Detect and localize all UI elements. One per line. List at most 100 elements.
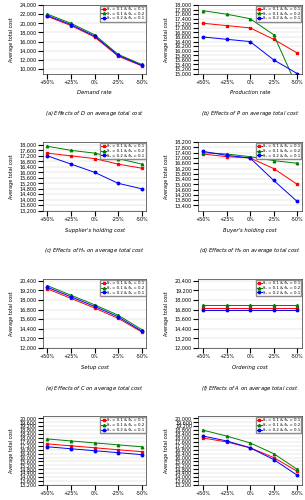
δ₁ = 0.1 & δ₂ = 0.1 xyxy=(248,445,252,451)
δ₁ = 0.1 & δ₂ = 0.1 xyxy=(296,182,299,188)
δ₁ = 0.1 & δ₂ = 0.2 xyxy=(140,62,144,68)
Legend: δ₁ = 0.1 & δ₂ = 0.1, δ₁ = 0.1 & δ₂ = 0.2, δ₁ = 0.2 & δ₂ = 0.1: δ₁ = 0.1 & δ₂ = 0.1, δ₁ = 0.1 & δ₂ = 0.2… xyxy=(256,280,301,296)
δ₁ = 0.2 & δ₂ = 0.1 xyxy=(248,445,252,451)
Text: (e) Effects of $C$ on average total cost: (e) Effects of $C$ on average total cost xyxy=(45,384,144,392)
Text: (f) Effects of $A$ on average total cost: (f) Effects of $A$ on average total cost xyxy=(202,384,299,392)
X-axis label: Demand rate: Demand rate xyxy=(77,90,112,96)
Line: δ₁ = 0.1 & δ₂ = 0.1: δ₁ = 0.1 & δ₂ = 0.1 xyxy=(46,152,143,170)
δ₁ = 0.2 & δ₂ = 0.1 xyxy=(225,306,228,312)
Y-axis label: Average total cost: Average total cost xyxy=(164,154,169,199)
δ₁ = 0.1 & δ₂ = 0.1 xyxy=(140,448,144,454)
δ₁ = 0.2 & δ₂ = 0.1 xyxy=(296,70,299,76)
δ₁ = 0.2 & δ₂ = 0.1 xyxy=(45,153,49,159)
δ₁ = 0.1 & δ₂ = 0.1 xyxy=(69,153,73,159)
δ₁ = 0.1 & δ₂ = 0.2 xyxy=(296,466,299,472)
δ₁ = 0.1 & δ₂ = 0.2 xyxy=(225,151,228,157)
δ₁ = 0.2 & δ₂ = 0.1 xyxy=(272,306,275,312)
δ₁ = 0.2 & δ₂ = 0.1 xyxy=(116,180,120,186)
δ₁ = 0.1 & δ₂ = 0.2 xyxy=(225,302,228,308)
Legend: δ₁ = 0.1 & δ₂ = 0.1, δ₁ = 0.1 & δ₂ = 0.2, δ₁ = 0.2 & δ₂ = 0.1: δ₁ = 0.1 & δ₂ = 0.1, δ₁ = 0.1 & δ₂ = 0.2… xyxy=(100,143,145,159)
δ₁ = 0.2 & δ₂ = 0.1 xyxy=(93,170,96,175)
δ₁ = 0.1 & δ₂ = 0.1 xyxy=(116,446,120,452)
δ₁ = 0.1 & δ₂ = 0.2 xyxy=(93,302,96,308)
Legend: δ₁ = 0.1 & δ₂ = 0.1, δ₁ = 0.1 & δ₂ = 0.2, δ₁ = 0.2 & δ₂ = 0.1: δ₁ = 0.1 & δ₂ = 0.1, δ₁ = 0.1 & δ₂ = 0.2… xyxy=(256,143,301,159)
Legend: δ₁ = 0.1 & δ₂ = 0.1, δ₁ = 0.1 & δ₂ = 0.2, δ₁ = 0.2 & δ₂ = 0.1: δ₁ = 0.1 & δ₂ = 0.1, δ₁ = 0.1 & δ₂ = 0.2… xyxy=(100,280,145,296)
Y-axis label: Average total cost: Average total cost xyxy=(164,428,169,473)
δ₁ = 0.1 & δ₂ = 0.1 xyxy=(272,305,275,311)
Legend: δ₁ = 0.1 & δ₂ = 0.1, δ₁ = 0.1 & δ₂ = 0.2, δ₁ = 0.2 & δ₂ = 0.1: δ₁ = 0.1 & δ₂ = 0.1, δ₁ = 0.1 & δ₂ = 0.2… xyxy=(100,417,145,433)
δ₁ = 0.1 & δ₂ = 0.2 xyxy=(201,427,205,433)
δ₁ = 0.2 & δ₂ = 0.1 xyxy=(116,52,120,59)
Line: δ₁ = 0.1 & δ₂ = 0.2: δ₁ = 0.1 & δ₂ = 0.2 xyxy=(46,145,143,166)
Line: δ₁ = 0.2 & δ₂ = 0.1: δ₁ = 0.2 & δ₂ = 0.1 xyxy=(202,150,299,203)
δ₁ = 0.1 & δ₂ = 0.2 xyxy=(93,32,96,38)
δ₁ = 0.1 & δ₂ = 0.2 xyxy=(69,20,73,26)
δ₁ = 0.1 & δ₂ = 0.1 xyxy=(272,454,275,460)
δ₁ = 0.1 & δ₂ = 0.1 xyxy=(116,53,120,59)
Line: δ₁ = 0.1 & δ₂ = 0.2: δ₁ = 0.1 & δ₂ = 0.2 xyxy=(202,152,299,164)
δ₁ = 0.2 & δ₂ = 0.1 xyxy=(45,284,49,290)
Line: δ₁ = 0.1 & δ₂ = 0.2: δ₁ = 0.1 & δ₂ = 0.2 xyxy=(202,429,299,470)
δ₁ = 0.1 & δ₂ = 0.1 xyxy=(116,161,120,167)
X-axis label: Buyer's holding cost: Buyer's holding cost xyxy=(223,228,277,232)
δ₁ = 0.2 & δ₂ = 0.1 xyxy=(296,198,299,204)
δ₁ = 0.1 & δ₂ = 0.1 xyxy=(93,34,96,40)
δ₁ = 0.2 & δ₂ = 0.1 xyxy=(272,57,275,63)
Y-axis label: Average total cost: Average total cost xyxy=(9,291,14,336)
Y-axis label: Average total cost: Average total cost xyxy=(164,291,169,336)
δ₁ = 0.2 & δ₂ = 0.1 xyxy=(140,62,144,68)
Line: δ₁ = 0.2 & δ₂ = 0.1: δ₁ = 0.2 & δ₂ = 0.1 xyxy=(202,36,299,75)
δ₁ = 0.1 & δ₂ = 0.1 xyxy=(69,296,73,302)
δ₁ = 0.2 & δ₂ = 0.1 xyxy=(201,148,205,154)
δ₁ = 0.1 & δ₂ = 0.1 xyxy=(140,165,144,171)
Line: δ₁ = 0.1 & δ₂ = 0.1: δ₁ = 0.1 & δ₂ = 0.1 xyxy=(46,15,143,67)
δ₁ = 0.1 & δ₂ = 0.2 xyxy=(69,148,73,154)
δ₁ = 0.1 & δ₂ = 0.1 xyxy=(201,151,205,157)
Legend: δ₁ = 0.1 & δ₂ = 0.1, δ₁ = 0.1 & δ₂ = 0.2, δ₁ = 0.2 & δ₂ = 0.1: δ₁ = 0.1 & δ₂ = 0.1, δ₁ = 0.1 & δ₂ = 0.2… xyxy=(256,417,301,433)
δ₁ = 0.1 & δ₂ = 0.2 xyxy=(248,440,252,446)
Text: (a) Effects of $D$ on average total cost: (a) Effects of $D$ on average total cost xyxy=(45,109,144,118)
Text: (b) Effects of $P$ on average total cost: (b) Effects of $P$ on average total cost xyxy=(201,109,299,118)
δ₁ = 0.1 & δ₂ = 0.1 xyxy=(225,439,228,445)
X-axis label: Setup cost: Setup cost xyxy=(81,364,109,370)
δ₁ = 0.1 & δ₂ = 0.1 xyxy=(45,14,49,20)
δ₁ = 0.1 & δ₂ = 0.1 xyxy=(45,286,49,292)
δ₁ = 0.2 & δ₂ = 0.1 xyxy=(45,444,49,450)
Line: δ₁ = 0.1 & δ₂ = 0.1: δ₁ = 0.1 & δ₂ = 0.1 xyxy=(46,288,143,333)
Legend: δ₁ = 0.1 & δ₂ = 0.1, δ₁ = 0.1 & δ₂ = 0.2, δ₁ = 0.2 & δ₂ = 0.1: δ₁ = 0.1 & δ₂ = 0.1, δ₁ = 0.1 & δ₂ = 0.2… xyxy=(100,6,145,22)
δ₁ = 0.1 & δ₂ = 0.1 xyxy=(93,445,96,451)
Line: δ₁ = 0.1 & δ₂ = 0.2: δ₁ = 0.1 & δ₂ = 0.2 xyxy=(46,284,143,331)
δ₁ = 0.1 & δ₂ = 0.2 xyxy=(248,302,252,308)
δ₁ = 0.1 & δ₂ = 0.1 xyxy=(45,150,49,156)
δ₁ = 0.1 & δ₂ = 0.2 xyxy=(69,438,73,444)
X-axis label: Ordering cost: Ordering cost xyxy=(232,364,268,370)
δ₁ = 0.1 & δ₂ = 0.2 xyxy=(296,160,299,166)
δ₁ = 0.2 & δ₂ = 0.1 xyxy=(272,178,275,184)
Line: δ₁ = 0.2 & δ₂ = 0.1: δ₁ = 0.2 & δ₂ = 0.1 xyxy=(202,435,299,476)
δ₁ = 0.1 & δ₂ = 0.1 xyxy=(248,305,252,311)
δ₁ = 0.2 & δ₂ = 0.1 xyxy=(272,456,275,462)
Line: δ₁ = 0.1 & δ₂ = 0.1: δ₁ = 0.1 & δ₂ = 0.1 xyxy=(202,436,299,472)
δ₁ = 0.1 & δ₂ = 0.2 xyxy=(116,156,120,162)
δ₁ = 0.1 & δ₂ = 0.1 xyxy=(296,305,299,311)
δ₁ = 0.1 & δ₂ = 0.2 xyxy=(201,150,205,156)
Line: δ₁ = 0.2 & δ₂ = 0.1: δ₁ = 0.2 & δ₂ = 0.1 xyxy=(46,286,143,333)
δ₁ = 0.1 & δ₂ = 0.2 xyxy=(140,326,144,332)
δ₁ = 0.2 & δ₂ = 0.1 xyxy=(248,38,252,44)
δ₁ = 0.1 & δ₂ = 0.2 xyxy=(116,312,120,318)
δ₁ = 0.1 & δ₂ = 0.1 xyxy=(225,22,228,28)
Line: δ₁ = 0.2 & δ₂ = 0.1: δ₁ = 0.2 & δ₂ = 0.1 xyxy=(46,446,143,456)
δ₁ = 0.1 & δ₂ = 0.2 xyxy=(248,16,252,22)
Line: δ₁ = 0.1 & δ₂ = 0.2: δ₁ = 0.1 & δ₂ = 0.2 xyxy=(202,304,299,306)
δ₁ = 0.1 & δ₂ = 0.2 xyxy=(272,302,275,308)
δ₁ = 0.1 & δ₂ = 0.2 xyxy=(272,158,275,164)
δ₁ = 0.1 & δ₂ = 0.2 xyxy=(225,433,228,439)
δ₁ = 0.2 & δ₂ = 0.1 xyxy=(296,472,299,478)
δ₁ = 0.2 & δ₂ = 0.1 xyxy=(69,446,73,452)
δ₁ = 0.1 & δ₂ = 0.2 xyxy=(45,436,49,442)
δ₁ = 0.1 & δ₂ = 0.1 xyxy=(272,36,275,43)
δ₁ = 0.1 & δ₂ = 0.2 xyxy=(116,52,120,58)
Line: δ₁ = 0.1 & δ₂ = 0.1: δ₁ = 0.1 & δ₂ = 0.1 xyxy=(202,22,299,54)
δ₁ = 0.1 & δ₂ = 0.1 xyxy=(272,166,275,172)
δ₁ = 0.1 & δ₂ = 0.2 xyxy=(140,444,144,450)
